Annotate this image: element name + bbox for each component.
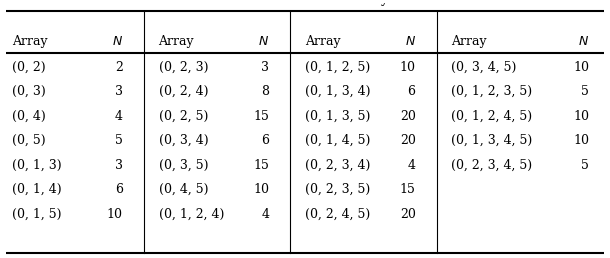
Text: (0, 1, 3, 4): (0, 1, 3, 4): [305, 85, 370, 98]
Text: (0, 1, 3): (0, 1, 3): [12, 159, 62, 172]
Text: 10: 10: [253, 183, 269, 196]
Text: (0, 2, 3, 4, 5): (0, 2, 3, 4, 5): [451, 159, 533, 172]
Text: Array: Array: [12, 35, 48, 48]
Text: (0, 3): (0, 3): [12, 85, 46, 98]
Text: (0, 2, 3, 4): (0, 2, 3, 4): [305, 159, 370, 172]
Text: $N$: $N$: [112, 35, 123, 48]
Text: (0, 3, 4): (0, 3, 4): [159, 134, 208, 147]
Text: 6: 6: [407, 85, 415, 98]
Text: 10: 10: [107, 208, 123, 221]
Text: 10: 10: [573, 110, 589, 123]
Text: 6: 6: [261, 134, 269, 147]
Text: 4: 4: [115, 110, 123, 123]
Text: 3: 3: [261, 61, 269, 74]
Text: (0, 1, 3, 4, 5): (0, 1, 3, 4, 5): [451, 134, 533, 147]
Text: 10: 10: [400, 61, 415, 74]
Text: (0, 1, 4, 5): (0, 1, 4, 5): [305, 134, 370, 147]
Text: 2: 2: [115, 61, 123, 74]
Text: (0, 2, 4, 5): (0, 2, 4, 5): [305, 208, 370, 221]
Text: (0, 1, 2, 5): (0, 1, 2, 5): [305, 61, 370, 74]
Text: (0, 2, 3, 5): (0, 2, 3, 5): [305, 183, 370, 196]
Text: 10: 10: [573, 134, 589, 147]
Text: arrays.: arrays.: [354, 0, 399, 6]
Text: 15: 15: [253, 110, 269, 123]
Text: (0, 1, 3, 5): (0, 1, 3, 5): [305, 110, 370, 123]
Text: 4: 4: [261, 208, 269, 221]
Text: (0, 5): (0, 5): [12, 134, 46, 147]
Text: (0, 4): (0, 4): [12, 110, 46, 123]
Text: $N$: $N$: [404, 35, 415, 48]
Text: 6: 6: [115, 183, 123, 196]
Text: Array: Array: [159, 35, 194, 48]
Text: 5: 5: [581, 85, 589, 98]
Text: 20: 20: [400, 208, 415, 221]
Text: (0, 4, 5): (0, 4, 5): [159, 183, 208, 196]
Text: (0, 2, 5): (0, 2, 5): [159, 110, 208, 123]
Text: 4: 4: [407, 159, 415, 172]
Text: Array: Array: [305, 35, 340, 48]
Text: Array: Array: [451, 35, 487, 48]
Text: 5: 5: [115, 134, 123, 147]
Text: 15: 15: [400, 183, 415, 196]
Text: 3: 3: [115, 159, 123, 172]
Text: (0, 3, 5): (0, 3, 5): [159, 159, 208, 172]
Text: (0, 1, 2, 3, 5): (0, 1, 2, 3, 5): [451, 85, 533, 98]
Text: 5: 5: [581, 159, 589, 172]
Text: 15: 15: [253, 159, 269, 172]
Text: 20: 20: [400, 110, 415, 123]
Text: 10: 10: [573, 61, 589, 74]
Text: (0, 1, 2, 4, 5): (0, 1, 2, 4, 5): [451, 110, 533, 123]
Text: (0, 2): (0, 2): [12, 61, 46, 74]
Text: (0, 1, 4): (0, 1, 4): [12, 183, 62, 196]
Text: (0, 3, 4, 5): (0, 3, 4, 5): [451, 61, 517, 74]
Text: 20: 20: [400, 134, 415, 147]
Text: $N$: $N$: [578, 35, 589, 48]
Text: 8: 8: [261, 85, 269, 98]
Text: 3: 3: [115, 85, 123, 98]
Text: (0, 2, 3): (0, 2, 3): [159, 61, 208, 74]
Text: (0, 1, 5): (0, 1, 5): [12, 208, 62, 221]
Text: (0, 2, 4): (0, 2, 4): [159, 85, 208, 98]
Text: (0, 1, 2, 4): (0, 1, 2, 4): [159, 208, 224, 221]
Text: $N$: $N$: [258, 35, 269, 48]
